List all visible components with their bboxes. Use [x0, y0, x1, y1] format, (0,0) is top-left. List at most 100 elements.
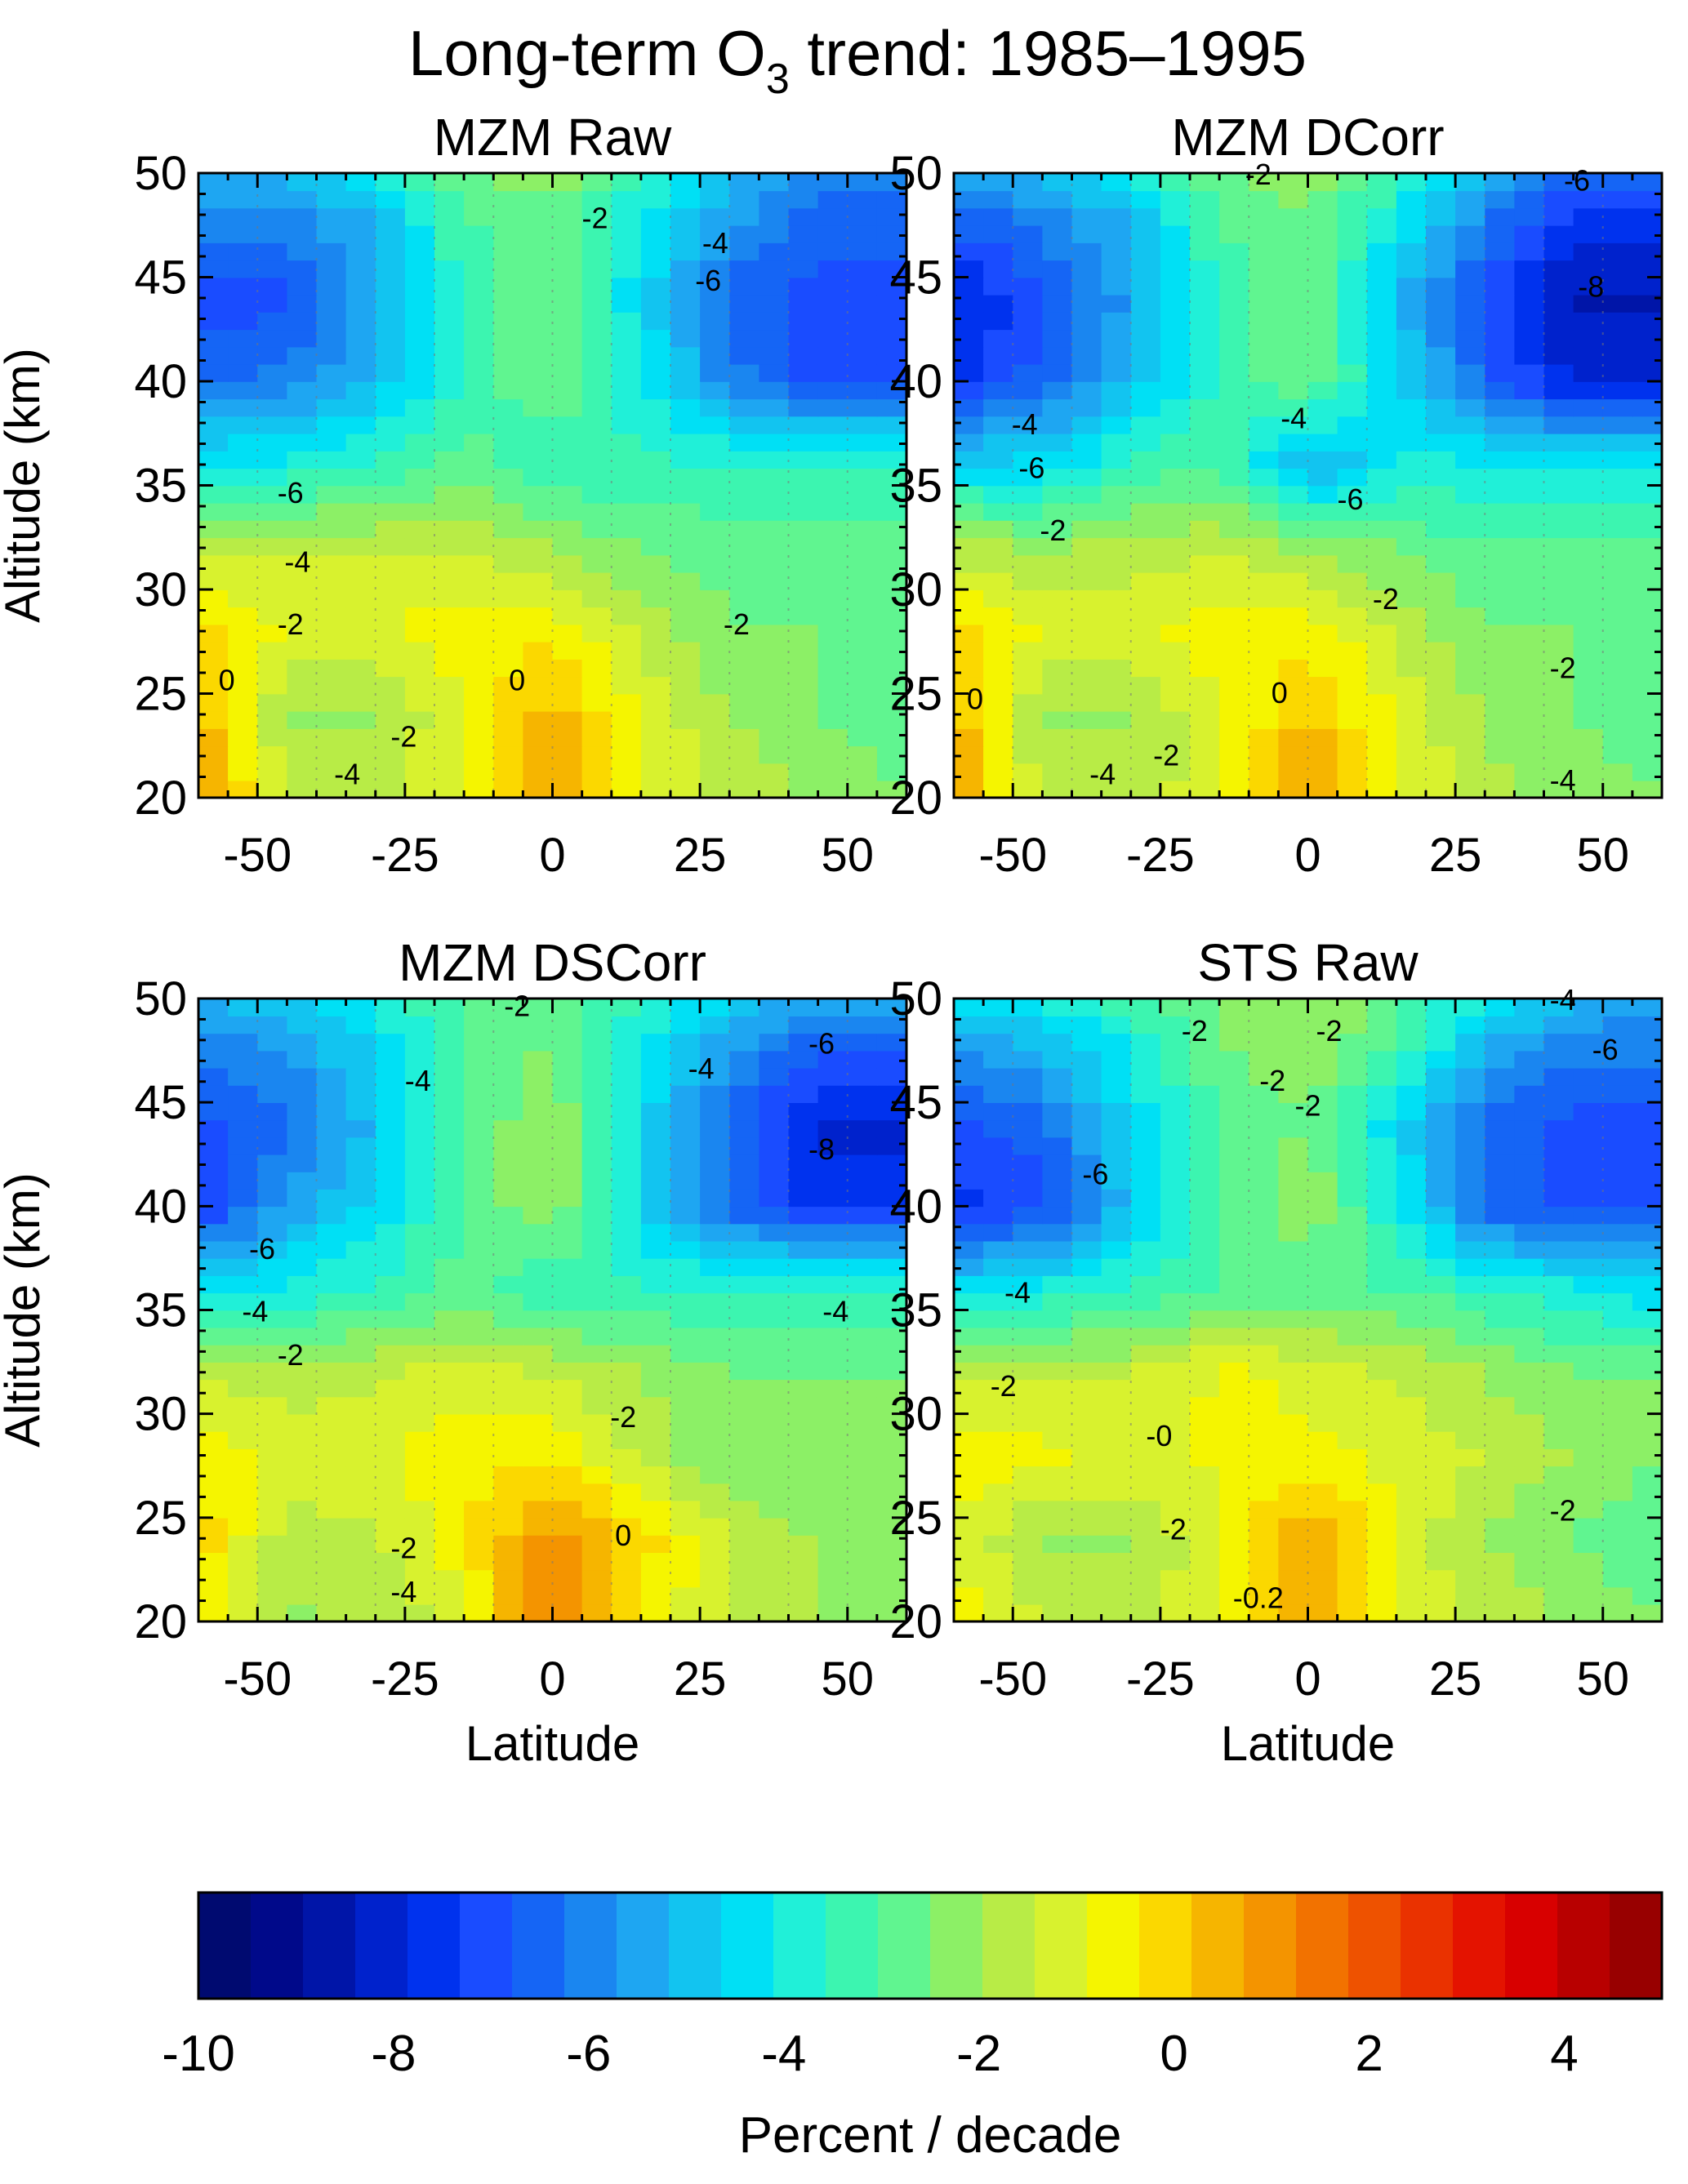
heatmap-cell [954, 1067, 984, 1086]
heatmap-cell [983, 693, 1013, 712]
heatmap-cell [847, 1050, 878, 1069]
heatmap-cell [1249, 728, 1280, 747]
heatmap-cell [404, 1327, 435, 1346]
heatmap-cell [1543, 659, 1574, 678]
heatmap-cell [1042, 710, 1073, 729]
heatmap-cell [1278, 1240, 1309, 1259]
heatmap-cell [1602, 1050, 1633, 1069]
heatmap-cell [316, 312, 347, 331]
heatmap-cell [670, 190, 701, 209]
heatmap-cell [1013, 468, 1044, 487]
heatmap-cell [1013, 1171, 1044, 1190]
heatmap-cell [670, 676, 701, 695]
heatmap-cell [954, 1154, 984, 1172]
heatmap-cell [581, 607, 612, 625]
heatmap-cell [464, 1327, 494, 1346]
heatmap-cell [345, 520, 376, 539]
heatmap-cell [1602, 1067, 1633, 1086]
heatmap-cell [983, 1102, 1013, 1121]
heatmap-cell [1426, 1223, 1456, 1242]
heatmap-cell [316, 502, 347, 521]
heatmap-cell [1485, 1050, 1516, 1069]
y-tick-label: 30 [134, 563, 187, 616]
heatmap-cell [640, 1362, 671, 1381]
heatmap-cell [1042, 999, 1073, 1016]
heatmap-cell [817, 572, 848, 590]
heatmap-cell [1366, 363, 1397, 382]
heatmap-cell [287, 242, 318, 261]
heatmap-cell [198, 1136, 229, 1155]
heatmap-cell [847, 728, 878, 747]
heatmap-cell [788, 1102, 819, 1121]
heatmap-cell [1101, 1586, 1132, 1605]
heatmap-cell [729, 363, 760, 382]
heatmap-cell [759, 1466, 790, 1484]
heatmap-cell [345, 641, 376, 660]
heatmap-cell [434, 1033, 465, 1052]
heatmap-cell [1190, 485, 1220, 504]
heatmap-cell [1485, 1466, 1516, 1484]
heatmap-cell [954, 659, 984, 678]
heatmap-cell [847, 1604, 878, 1621]
heatmap-cell [1632, 745, 1662, 764]
heatmap-cell [1219, 659, 1249, 678]
heatmap-cell [640, 589, 671, 608]
heatmap-cell [1632, 416, 1662, 434]
heatmap-cell [640, 173, 671, 192]
heatmap-cell [983, 207, 1013, 226]
heatmap-cell [1219, 763, 1249, 781]
heatmap-cell [1101, 363, 1132, 382]
dotted-lines [256, 173, 848, 798]
heatmap-cell [1190, 1362, 1220, 1381]
heatmap-cell [464, 589, 494, 608]
heatmap-cell [876, 363, 906, 382]
heatmap-cell [1485, 1171, 1516, 1190]
heatmap-cell [257, 346, 288, 365]
heatmap-cell [257, 1448, 288, 1467]
heatmap-cell [581, 1552, 612, 1571]
heatmap-cell [1042, 1292, 1073, 1311]
heatmap-cell [1366, 641, 1397, 660]
heatmap-cell [954, 1102, 984, 1121]
heatmap-cell [1337, 624, 1368, 643]
heatmap-cell [434, 1171, 465, 1190]
heatmap-cell [1514, 277, 1545, 296]
heatmap-cell [1278, 173, 1309, 192]
heatmap-cell [1396, 554, 1427, 573]
heatmap-cell [1632, 1016, 1662, 1034]
heatmap-cell [759, 1500, 790, 1519]
heatmap-cell [1337, 225, 1368, 243]
heatmap-cell [1396, 363, 1427, 382]
heatmap-cell [876, 381, 906, 400]
heatmap-cell [954, 1033, 984, 1052]
heatmap-cell [198, 537, 229, 556]
heatmap-cell [983, 1448, 1013, 1467]
heatmap-cell [640, 416, 671, 434]
heatmap-cell [552, 1240, 583, 1259]
heatmap-cell [954, 745, 984, 764]
heatmap-cell [788, 1067, 819, 1086]
heatmap-cell [670, 1344, 701, 1363]
heatmap-cell [1337, 312, 1368, 331]
heatmap-cell [434, 607, 465, 625]
heatmap-cell [1219, 710, 1249, 729]
heatmap-cell [847, 693, 878, 712]
heatmap-cell [1249, 346, 1280, 365]
heatmap-cell [700, 659, 730, 678]
heatmap-cell [1455, 1466, 1485, 1484]
heatmap-cell [257, 485, 288, 504]
heatmap-cell [1160, 1033, 1191, 1052]
heatmap-cell [1485, 659, 1516, 678]
heatmap-cell [581, 710, 612, 729]
heatmap-cell [464, 190, 494, 209]
heatmap-cell [1042, 728, 1073, 747]
heatmap-cell [1485, 1327, 1516, 1346]
heatmap-cell [1632, 1466, 1662, 1484]
heatmap-cell [954, 1275, 984, 1294]
heatmap-cell [983, 659, 1013, 678]
heatmap-cell [581, 398, 612, 417]
heatmap-cell [1130, 468, 1161, 487]
heatmap-cell [1337, 763, 1368, 781]
heatmap-cell [1396, 1310, 1427, 1328]
heatmap-cell [1366, 1171, 1397, 1190]
